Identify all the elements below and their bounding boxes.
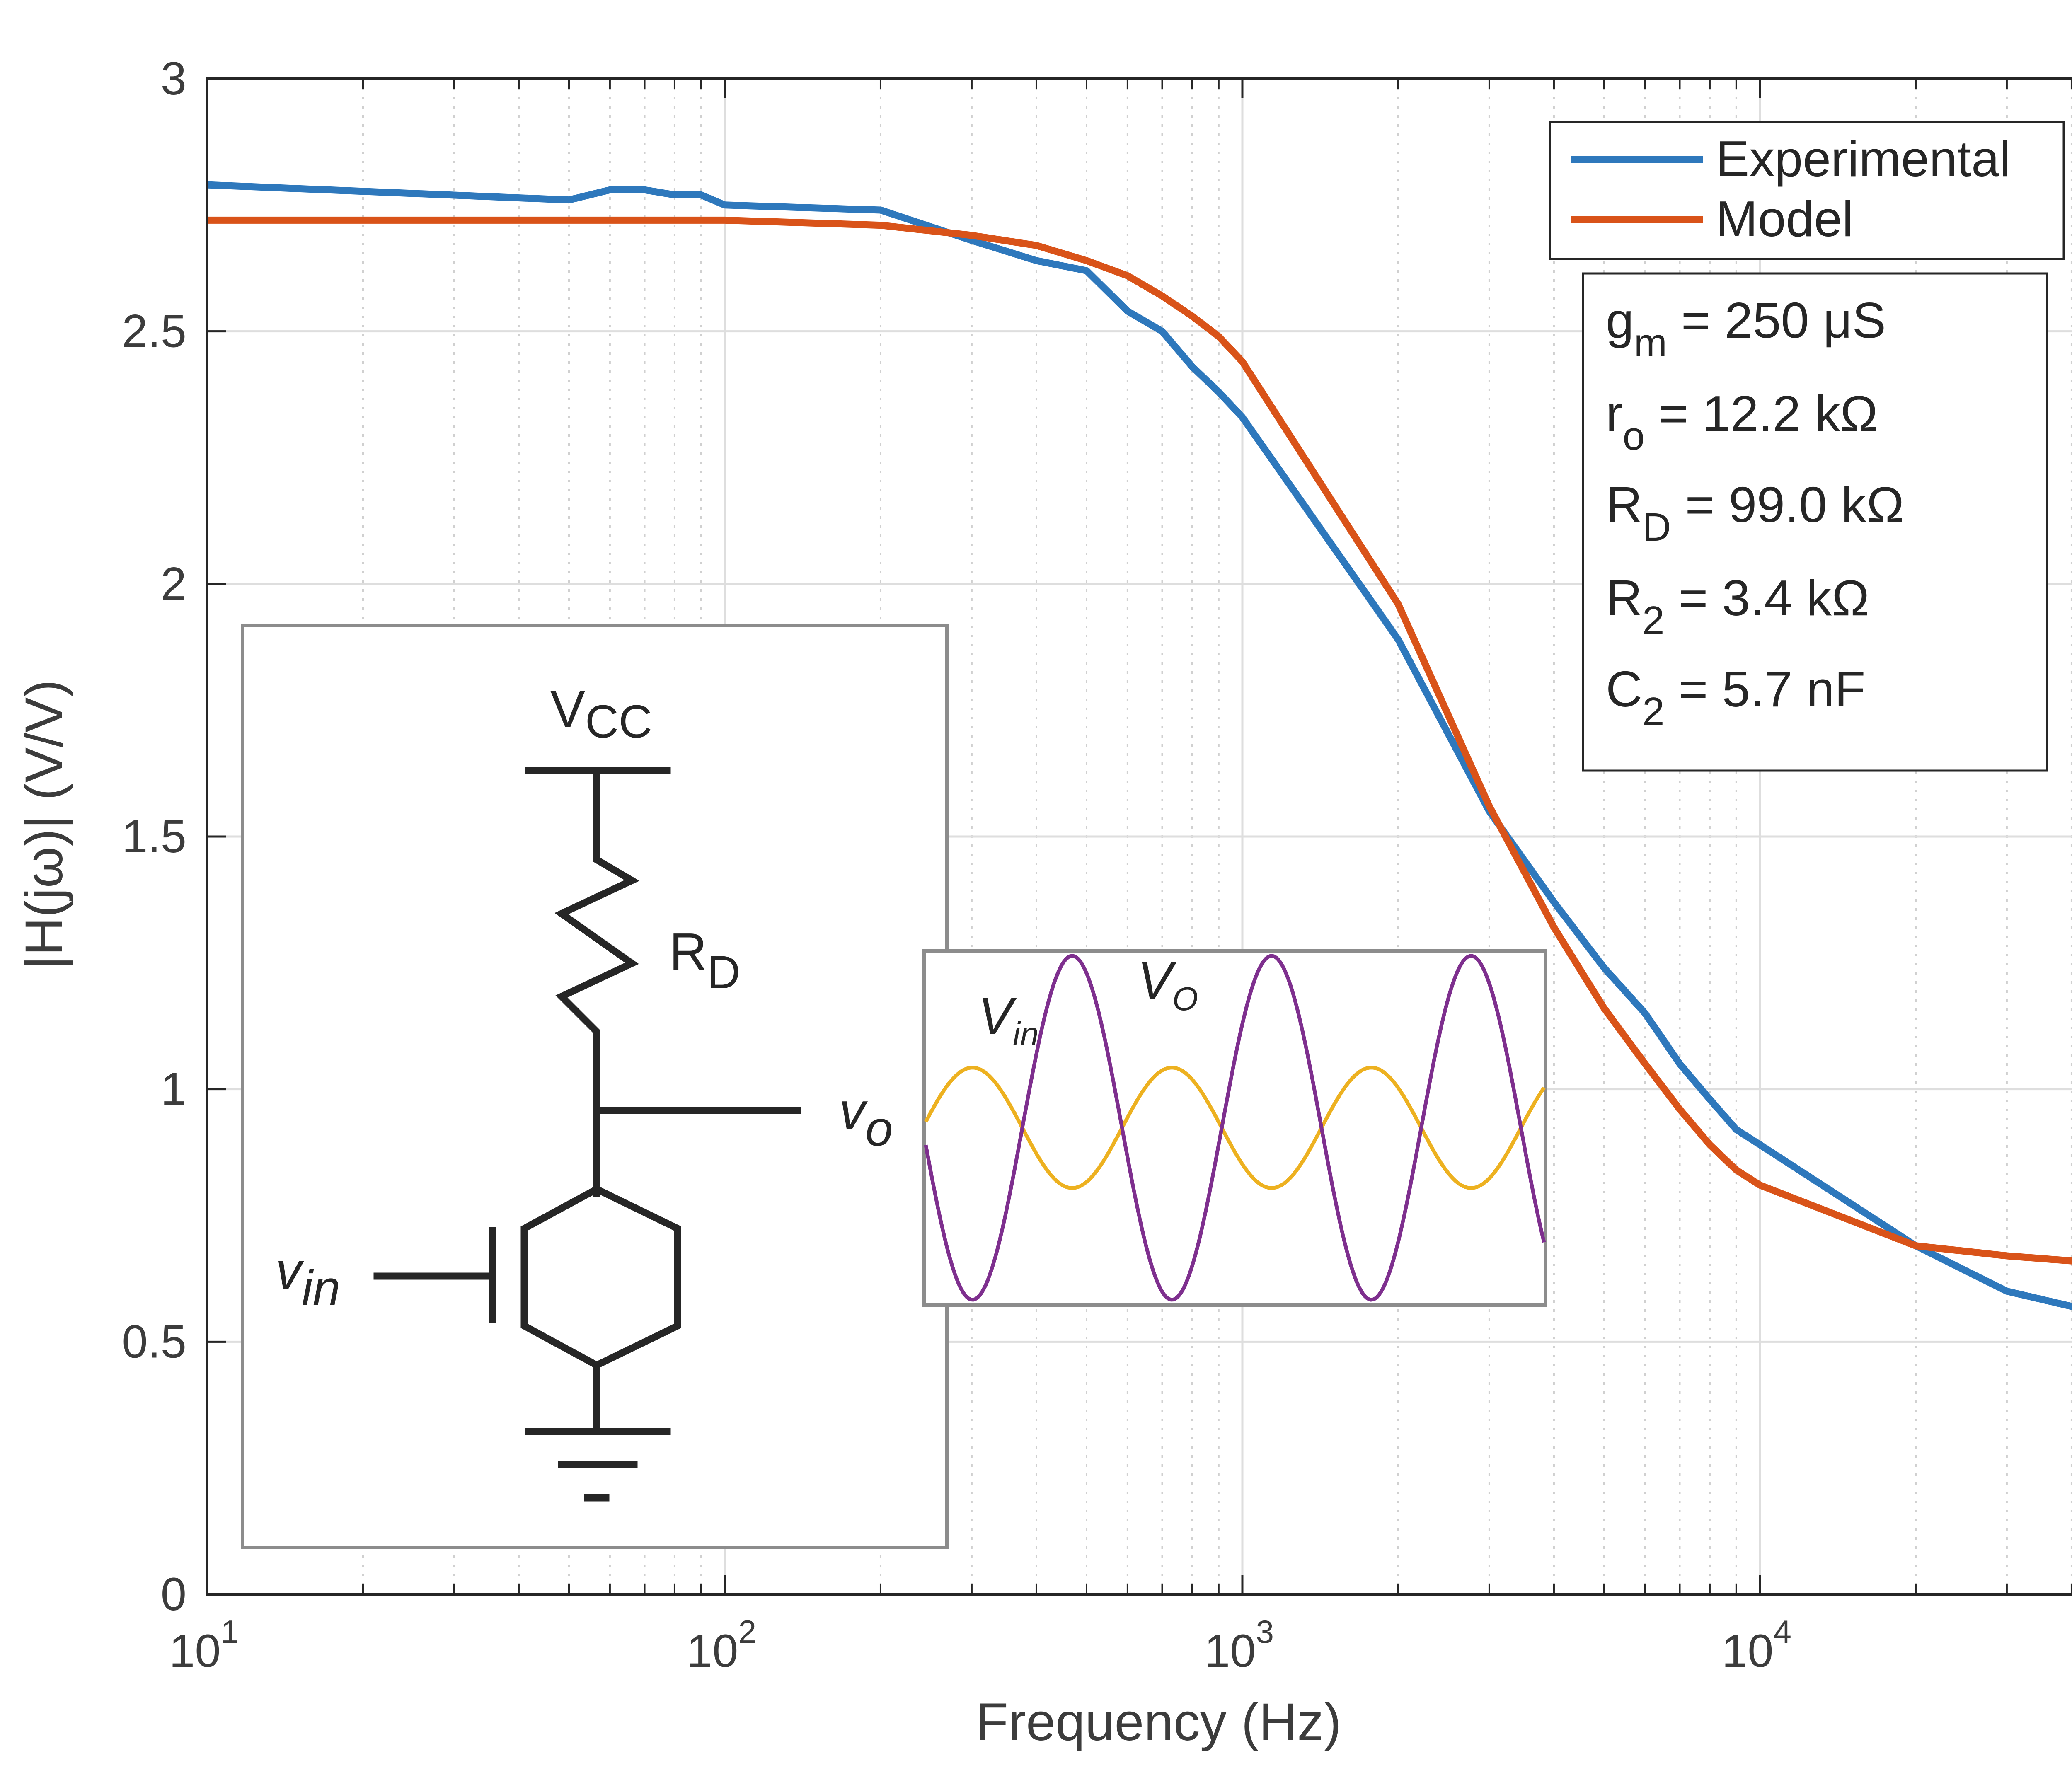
waveform-inset: Vin VO	[922, 949, 1547, 1307]
rd-label: RD	[669, 922, 741, 998]
param-rd: RD = 99.0 kΩ	[1606, 476, 1904, 549]
plot-frame	[206, 77, 2072, 1596]
vcc-label: VCC	[550, 680, 652, 747]
y-tick-label: 1.5	[122, 810, 186, 862]
parameter-box-frame	[1582, 272, 2048, 772]
vo-label: vo	[839, 1082, 893, 1156]
y-tick-labels: 0 0.5 1 1.5 2 2.5 3	[122, 53, 186, 1620]
y-tick-label: 2.5	[122, 305, 186, 357]
circuit-inset: VCC RD vo vin	[241, 624, 949, 1549]
x-tick-label: 103	[1204, 1613, 1274, 1677]
legend: Experimental Model	[1549, 121, 2065, 260]
y-tick-label: 3	[161, 53, 186, 104]
series-line-model	[207, 216, 2072, 1265]
x-tick-label: 104	[1722, 1613, 1791, 1677]
wave-vo-label: VO	[1138, 951, 1198, 1017]
legend-label-experimental: Experimental	[1716, 131, 2011, 187]
y-tick-label: 1	[161, 1063, 186, 1115]
x-axis-label: Frequency (Hz)	[976, 1693, 1341, 1752]
param-r2: R2 = 3.4 kΩ	[1606, 570, 1869, 643]
legend-box	[1549, 121, 2065, 260]
series-layer	[207, 181, 2072, 1310]
y-tick-label: 2	[161, 558, 186, 609]
waveform-inset-frame	[922, 949, 1547, 1307]
x-tick-label: 101	[169, 1613, 239, 1677]
series-line-experimental	[207, 181, 2072, 1310]
y-tick-label: 0.5	[122, 1316, 186, 1367]
circuit-schematic	[373, 767, 801, 1502]
x-tick-labels: 101 102 103 104	[169, 1613, 1791, 1677]
param-gm: gm = 250 μS	[1606, 292, 1886, 365]
vo-waveform	[924, 954, 1546, 1302]
wave-vin-label: Vin	[978, 987, 1038, 1052]
y-axis-label: |H(jω)| (V/V)	[15, 680, 74, 970]
x-tick-label: 102	[687, 1613, 756, 1677]
param-ro: ro = 12.2 kΩ	[1606, 385, 1878, 458]
vin-waveform	[924, 1066, 1546, 1190]
param-c2: C2 = 5.7 nF	[1606, 661, 1865, 734]
vin-label: vin	[276, 1241, 340, 1316]
y-tick-label: 0	[161, 1568, 186, 1620]
legend-label-model: Model	[1716, 191, 1853, 247]
parameter-box: gm = 250 μS ro = 12.2 kΩ RD = 99.0 kΩ R2…	[1582, 272, 2048, 772]
drain-resistor	[554, 767, 640, 1197]
